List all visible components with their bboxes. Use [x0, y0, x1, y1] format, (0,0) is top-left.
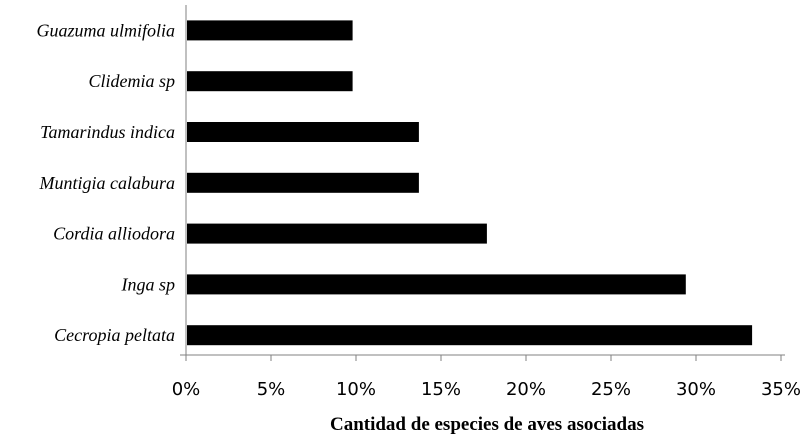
category-label: Cecropia peltata	[54, 325, 175, 345]
x-tick-label: 15%	[421, 379, 461, 400]
category-labels: Guazuma ulmifolia Clidemia sp Tamarindus i…	[36, 20, 175, 345]
x-tick-label: 30%	[676, 379, 716, 400]
category-label: Muntigia calabura	[39, 173, 176, 193]
bar-cecropia-peltata	[187, 325, 753, 346]
bar-guazuma-ulmifolia	[187, 20, 353, 41]
bar-muntigia-calabura	[187, 172, 419, 193]
category-label: Inga sp	[121, 274, 176, 294]
bar-inga-sp	[187, 274, 686, 295]
x-axis-title: Cantidad de especies de aves asociadas	[330, 414, 644, 435]
category-label: Tamarindus indica	[40, 122, 175, 142]
x-tick-label: 35%	[761, 379, 801, 400]
x-axis-ticks: 0% 5% 10% 15% 20% 25% 30% 35%	[172, 355, 801, 400]
category-label: Guazuma ulmifolia	[36, 20, 175, 40]
x-tick-label: 25%	[591, 379, 631, 400]
x-tick-label: 0%	[172, 379, 201, 400]
x-tick-label: 10%	[336, 379, 376, 400]
bars	[187, 20, 753, 346]
x-tick-label: 20%	[506, 379, 546, 400]
bar-clidemia-sp	[187, 71, 353, 92]
bar-tamarindus-indica	[187, 122, 419, 142]
category-label: Clidemia sp	[88, 71, 175, 91]
x-tick-label: 5%	[257, 379, 286, 400]
category-label: Cordia alliodora	[53, 224, 175, 244]
bar-cordia-alliodora	[187, 223, 487, 244]
